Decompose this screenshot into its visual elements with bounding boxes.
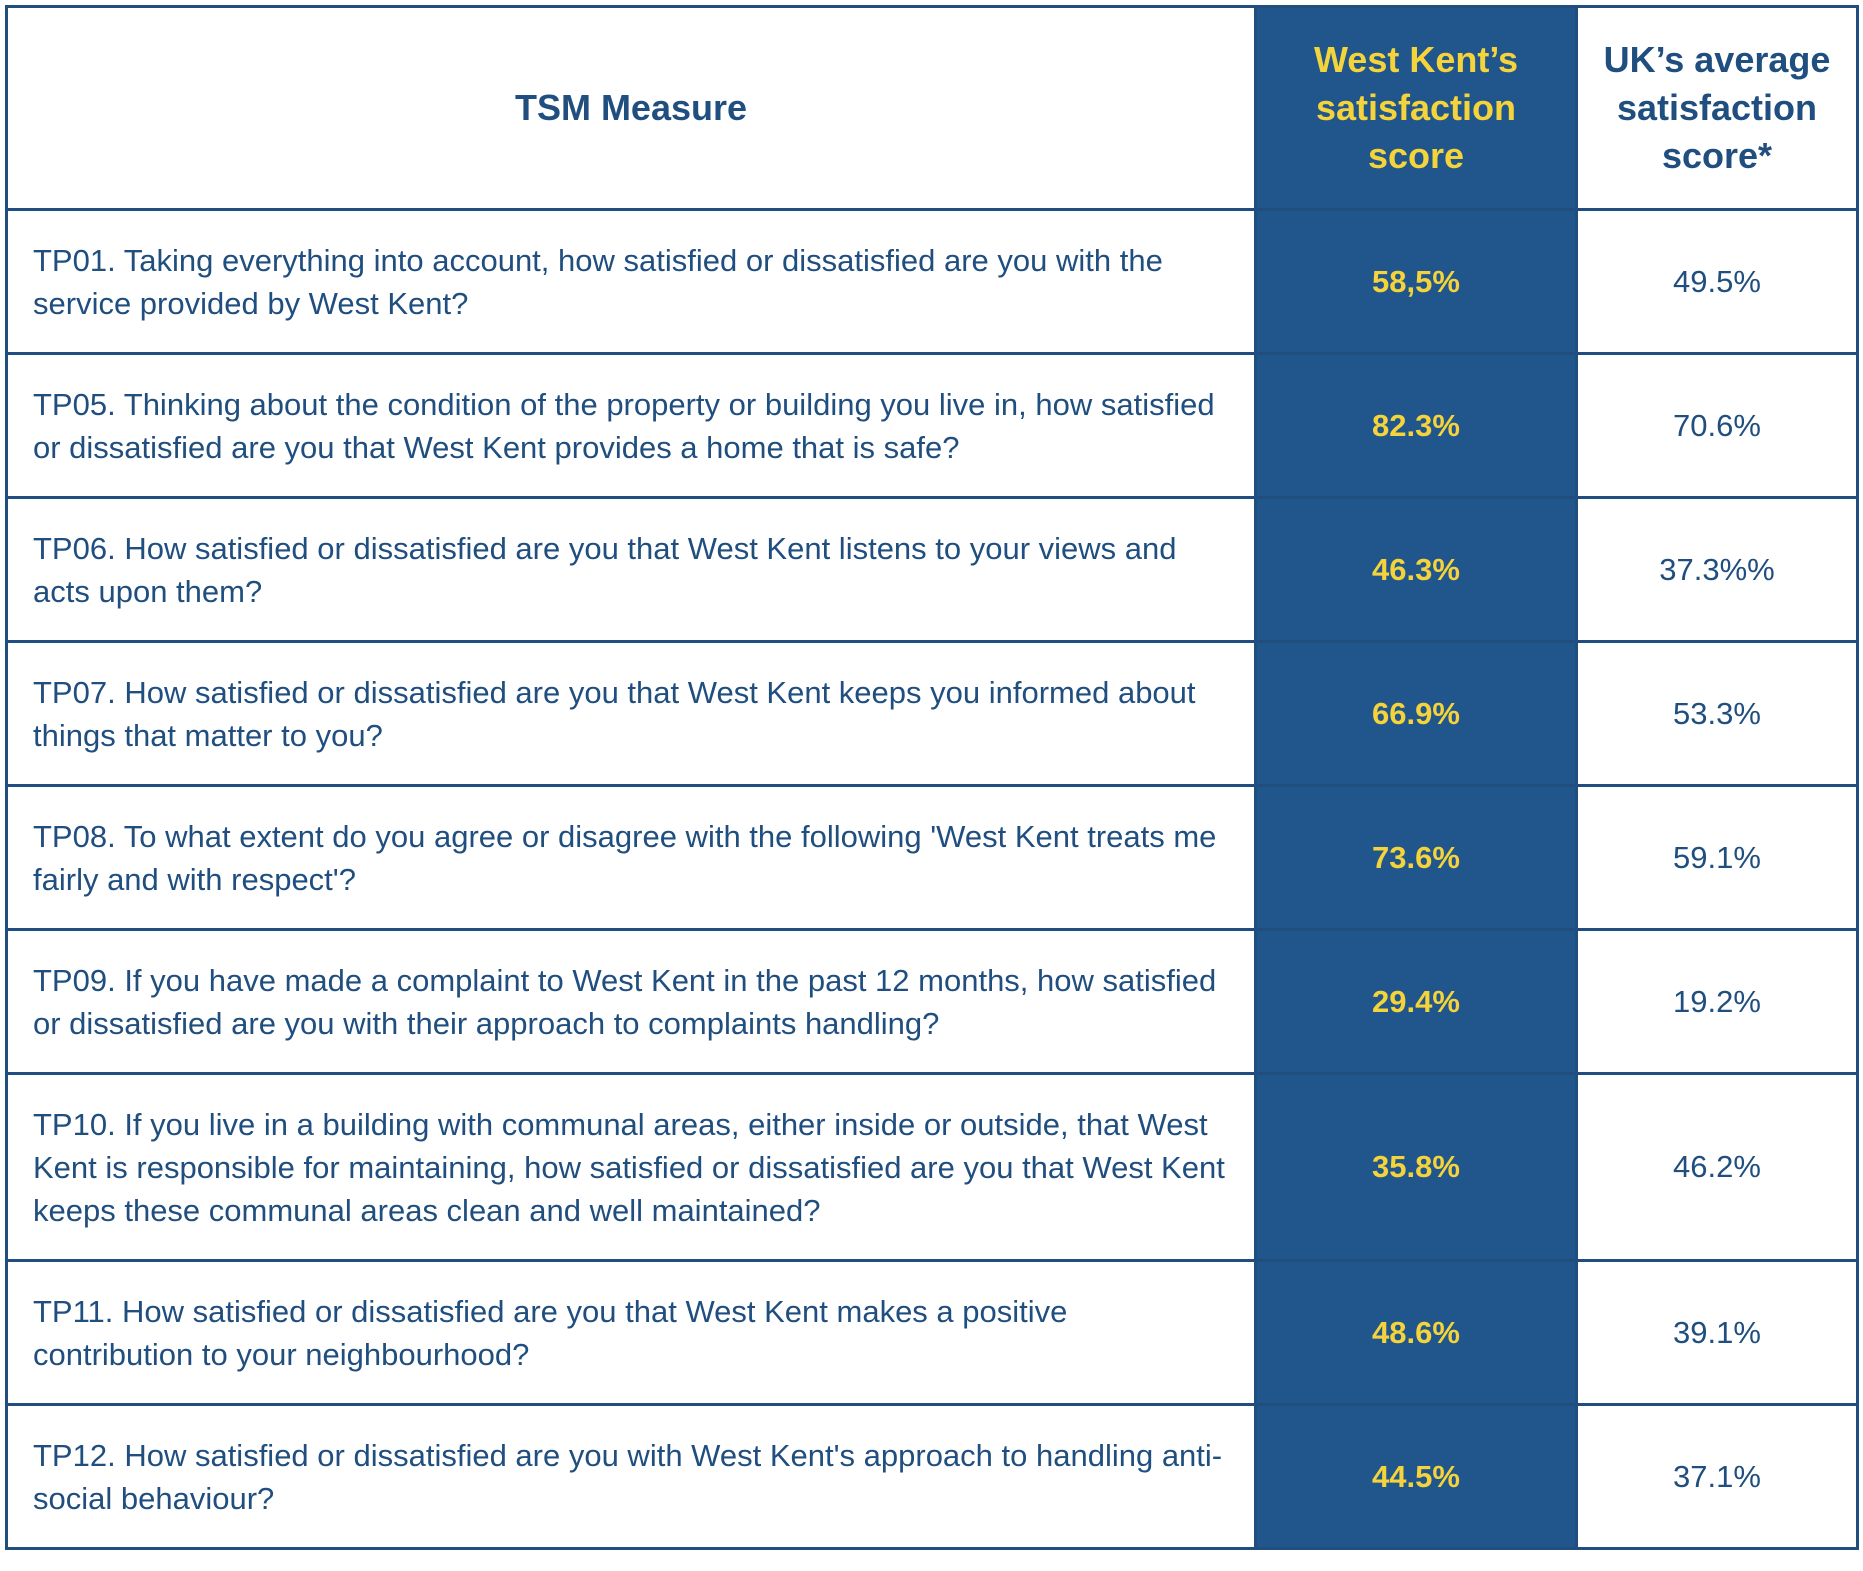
- header-west-kent-score: West Kent’s satisfaction score: [1254, 5, 1578, 211]
- header-row: TSM Measure West Kent’s satisfaction sco…: [5, 5, 1859, 211]
- uk-average-score-cell: 53.3%: [1575, 640, 1859, 787]
- west-kent-score-cell: 46.3%: [1254, 496, 1578, 643]
- table-row: TP05. Thinking about the condition of th…: [5, 352, 1859, 499]
- header-uk-average-score: UK’s average satisfaction score*: [1575, 5, 1859, 211]
- header-tsm-measure: TSM Measure: [5, 5, 1257, 211]
- west-kent-score-cell: 29.4%: [1254, 928, 1578, 1075]
- measure-cell: TP05. Thinking about the condition of th…: [5, 352, 1257, 499]
- table-row: TP07. How satisfied or dissatisfied are …: [5, 640, 1859, 787]
- table-row: TP06. How satisfied or dissatisfied are …: [5, 496, 1859, 643]
- measure-cell: TP12. How satisfied or dissatisfied are …: [5, 1403, 1257, 1550]
- table-row: TP12. How satisfied or dissatisfied are …: [5, 1403, 1859, 1550]
- west-kent-score-cell: 73.6%: [1254, 784, 1578, 931]
- table-row: TP10. If you live in a building with com…: [5, 1072, 1859, 1262]
- table-row: TP11. How satisfied or dissatisfied are …: [5, 1259, 1859, 1406]
- tsm-satisfaction-table: TSM Measure West Kent’s satisfaction sco…: [5, 5, 1859, 1550]
- uk-average-score-cell: 70.6%: [1575, 352, 1859, 499]
- uk-average-score-cell: 46.2%: [1575, 1072, 1859, 1262]
- table-row: TP09. If you have made a complaint to We…: [5, 928, 1859, 1075]
- uk-average-score-cell: 37.1%: [1575, 1403, 1859, 1550]
- uk-average-score-cell: 37.3%%: [1575, 496, 1859, 643]
- uk-average-score-cell: 59.1%: [1575, 784, 1859, 931]
- table-row: TP08. To what extent do you agree or dis…: [5, 784, 1859, 931]
- uk-average-score-cell: 39.1%: [1575, 1259, 1859, 1406]
- measure-cell: TP10. If you live in a building with com…: [5, 1072, 1257, 1262]
- west-kent-score-cell: 66.9%: [1254, 640, 1578, 787]
- uk-average-score-cell: 49.5%: [1575, 208, 1859, 355]
- west-kent-score-cell: 35.8%: [1254, 1072, 1578, 1262]
- measure-cell: TP07. How satisfied or dissatisfied are …: [5, 640, 1257, 787]
- uk-average-score-cell: 19.2%: [1575, 928, 1859, 1075]
- measure-cell: TP11. How satisfied or dissatisfied are …: [5, 1259, 1257, 1406]
- west-kent-score-cell: 44.5%: [1254, 1403, 1578, 1550]
- west-kent-score-cell: 48.6%: [1254, 1259, 1578, 1406]
- measure-cell: TP08. To what extent do you agree or dis…: [5, 784, 1257, 931]
- table-row: TP01. Taking everything into account, ho…: [5, 208, 1859, 355]
- measure-cell: TP06. How satisfied or dissatisfied are …: [5, 496, 1257, 643]
- west-kent-score-cell: 82.3%: [1254, 352, 1578, 499]
- measure-cell: TP09. If you have made a complaint to We…: [5, 928, 1257, 1075]
- west-kent-score-cell: 58,5%: [1254, 208, 1578, 355]
- measure-cell: TP01. Taking everything into account, ho…: [5, 208, 1257, 355]
